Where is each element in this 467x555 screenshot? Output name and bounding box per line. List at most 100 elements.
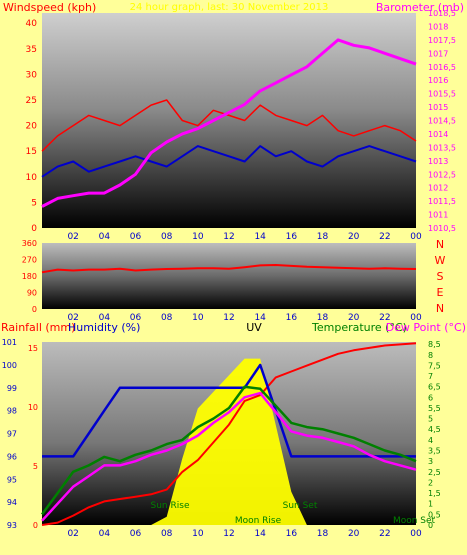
x-tick-label: 02 [67, 232, 78, 242]
temperature-tick-label: 3,5 [428, 447, 441, 456]
humidity-tick-label: 99 [7, 384, 17, 393]
barometer-tick-label: 1016,5 [428, 63, 456, 72]
temperature-tick-label: 2 [428, 478, 433, 487]
windspeed-tick-label: 10 [26, 173, 38, 183]
humidity-axis-title: Humidity (%) [68, 321, 140, 334]
barometer-tick-label: 1017,5 [428, 36, 456, 45]
temperature-tick-label: 0 [428, 521, 433, 530]
barometer-tick-label: 1016 [428, 76, 448, 85]
annotation-label: Moon Rise [235, 516, 282, 526]
series-line-humidity [42, 363, 416, 458]
windspeed-tick-label: 20 [26, 122, 38, 132]
x-tick-label: 06 [130, 232, 142, 242]
x-tick-label: 14 [254, 529, 266, 539]
x-tick-label: 14 [254, 232, 266, 242]
temperature-tick-label: 0,5 [428, 510, 441, 519]
temperature-tick-label: 2,5 [428, 468, 441, 477]
x-tick-label: 12 [223, 313, 234, 323]
x-tick-label: 12 [223, 232, 234, 242]
temperature-tick-label: 3 [428, 457, 433, 466]
barometer-tick-label: 1018,5 [428, 9, 456, 18]
windspeed-tick-label: 35 [26, 45, 37, 55]
x-tick-label: 00 [410, 313, 422, 323]
windspeed-axis-title: Windspeed (kph) [3, 1, 96, 14]
humidity-tick-label: 94 [7, 498, 17, 507]
windspeed-tick-label: 25 [26, 96, 37, 106]
barometer-tick-label: 1013 [428, 157, 448, 166]
rainfall-tick-label: 10 [28, 403, 38, 412]
direction-tick-label: 180 [22, 272, 37, 281]
barometer-tick-label: 1014 [428, 130, 448, 139]
x-tick-label: 10 [192, 529, 204, 539]
compass-label: N [436, 238, 444, 251]
barometer-tick-label: 1010,5 [428, 224, 456, 233]
x-tick-label: 00 [410, 529, 422, 539]
x-tick-label: 16 [286, 232, 298, 242]
rainfall-axis-title: Rainfall (mm) [1, 321, 75, 334]
x-tick-label: 04 [99, 313, 111, 323]
x-tick-label: 10 [192, 232, 204, 242]
rainfall-tick-label: 5 [33, 462, 38, 471]
windspeed-tick-label: 30 [26, 70, 38, 80]
barometer-axis-title: Barometer (mb) [376, 1, 464, 14]
barometer-tick-label: 1011,5 [428, 197, 456, 206]
barometer-tick-label: 1018 [428, 22, 448, 31]
x-tick-label: 06 [130, 529, 142, 539]
series-line-temperature [40, 385, 417, 516]
temperature-tick-label: 1 [428, 500, 433, 509]
barometer-tick-label: 1011 [428, 211, 448, 220]
x-tick-label: 02 [67, 313, 78, 323]
temperature-tick-label: 8,5 [428, 340, 441, 349]
x-tick-label: 22 [379, 313, 390, 323]
barometer-tick-label: 1013,5 [428, 143, 456, 152]
x-tick-label: 22 [379, 529, 390, 539]
barometer-tick-label: 1014,5 [428, 117, 456, 126]
x-tick-label: 18 [317, 529, 329, 539]
rainfall-tick-label: 15 [28, 344, 38, 353]
x-tick-label: 18 [317, 232, 329, 242]
humidity-tick-label: 98 [7, 407, 17, 416]
series-line-gust [41, 145, 417, 178]
series-line-dew-point [41, 391, 417, 522]
x-tick-label: 16 [286, 313, 298, 323]
temperature-tick-label: 5,5 [428, 404, 441, 413]
x-tick-label: 00 [410, 232, 422, 242]
compass-label: S [437, 270, 444, 283]
x-tick-label: 10 [192, 313, 204, 323]
x-tick-label: 18 [317, 313, 329, 323]
temperature-tick-label: 8 [428, 351, 433, 360]
annotation-label: Sun Rise [151, 501, 190, 511]
humidity-tick-label: 93 [7, 521, 17, 530]
temperature-tick-label: 1,5 [428, 489, 441, 498]
x-tick-label: 08 [161, 313, 173, 323]
direction-plot-area [42, 243, 416, 309]
x-tick-label: 08 [161, 529, 173, 539]
barometer-tick-label: 1012,5 [428, 170, 456, 179]
direction-tick-label: 360 [22, 239, 37, 248]
annotation-label: Sun Set [283, 501, 318, 511]
x-tick-label: 06 [130, 313, 142, 323]
direction-tick-label: 90 [27, 289, 37, 298]
temperature-axis-title: Temperature (°C) [311, 321, 407, 334]
x-tick-label: 04 [99, 232, 111, 242]
humidity-tick-label: 100 [2, 361, 17, 370]
series-line-rainfall [41, 342, 417, 526]
x-tick-label: 20 [348, 529, 360, 539]
compass-label: E [437, 286, 444, 299]
temperature-tick-label: 4,5 [428, 425, 441, 434]
humidity-tick-label: 95 [7, 475, 17, 484]
barometer-tick-label: 1015 [428, 103, 448, 112]
x-tick-label: 22 [379, 232, 390, 242]
uv-axis-title: UV [246, 321, 262, 334]
humidity-tick-label: 101 [2, 338, 17, 347]
series-line-direction [41, 263, 417, 274]
temperature-tick-label: 6,5 [428, 383, 441, 392]
compass-label: N [436, 302, 444, 315]
x-tick-label: 04 [99, 529, 111, 539]
x-tick-label: 14 [254, 313, 266, 323]
direction-tick-label: 270 [22, 256, 37, 265]
series-line-windspeed [41, 99, 417, 152]
uv-area-fill [42, 358, 416, 525]
temperature-tick-label: 7,5 [428, 361, 441, 370]
